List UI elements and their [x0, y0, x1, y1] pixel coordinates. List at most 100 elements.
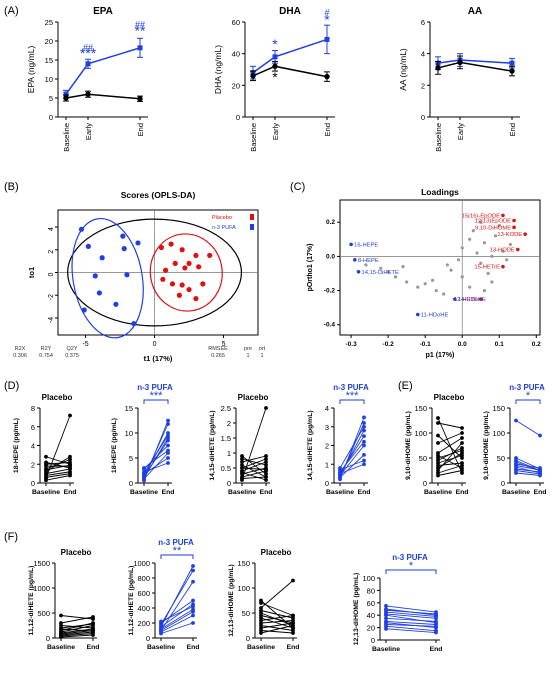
pair-point-baseline: [436, 456, 440, 460]
pair-line: [45, 456, 71, 465]
stats-header: R2Y: [41, 346, 52, 352]
pair-point-end: [434, 612, 438, 616]
x-tick-label: Baseline: [434, 123, 443, 152]
significance-mark: ##: [83, 43, 93, 53]
y-tick-label: 10: [45, 75, 53, 84]
score-point-n3: [85, 243, 91, 249]
score-point-placebo: [207, 252, 213, 259]
pair-line: [515, 463, 541, 469]
chart-d3: Placebo 0 0.5 1 1.5 2 2.5 14,15-diHETE (pg/mL) B…: [209, 393, 272, 496]
pair-line: [385, 628, 437, 634]
loading-point-unlabeled: [386, 270, 390, 274]
significance-bracket: [339, 399, 365, 404]
loading-label: 12(13)EpODE: [475, 219, 512, 225]
pair-line: [437, 450, 463, 459]
loading-point-unlabeled: [479, 220, 483, 224]
score-point-placebo: [176, 292, 182, 298]
loading-point-unlabeled: [471, 229, 475, 233]
y-tick-label: 15: [45, 56, 53, 65]
pair-line: [385, 625, 437, 632]
x-tick-label: Baseline: [228, 489, 256, 496]
pair-line: [260, 580, 294, 609]
pair-point-baseline: [436, 473, 440, 478]
pair-point-end: [291, 631, 295, 635]
data-point: [85, 91, 91, 97]
pair-point-end: [166, 436, 170, 440]
data-point: [137, 96, 143, 102]
pair-line: [260, 625, 294, 631]
loading-point-unlabeled: [393, 275, 398, 279]
pair-point-baseline: [240, 476, 244, 481]
loading-point-unlabeled: [445, 263, 450, 267]
x-tick-label: Baseline: [147, 644, 175, 651]
pair-line: [385, 609, 437, 615]
loading-point-unlabeled: [434, 288, 438, 293]
data-point: [250, 73, 256, 79]
pair-point-baseline: [436, 416, 440, 420]
x-tick-label: End: [323, 123, 332, 136]
y-tick-label: 4: [31, 442, 35, 451]
pair-point-end: [166, 448, 170, 453]
chart-title: n-3 PUFA: [509, 383, 545, 392]
loading-point-labeled: [512, 218, 516, 223]
score-point-placebo: [169, 281, 176, 287]
pair-line: [437, 455, 463, 464]
loading-point-labeled: [523, 232, 527, 236]
pair-point-baseline: [384, 608, 388, 613]
svg-text:(B): (B): [4, 181, 19, 193]
pair-line: [45, 461, 71, 469]
score-point-placebo: [193, 252, 199, 259]
chart-d1: Placebo 0 2 4 6 8 18-HEPE (pg/mL) Baseline End: [13, 393, 76, 496]
pair-line: [143, 437, 169, 479]
panel-label-f: (F): [4, 531, 18, 543]
pair-point-baseline: [259, 631, 263, 635]
y-tick-label: 25: [45, 18, 53, 27]
pair-line: [339, 454, 365, 478]
y-axis-label: 14,15-diHETE (pg/mL): [307, 410, 314, 480]
pair-point-end: [264, 457, 268, 461]
loading-point-unlabeled: [482, 288, 487, 293]
pair-point-baseline: [384, 612, 388, 616]
pair-point-end: [362, 434, 366, 439]
panel-label-a: (A): [4, 5, 19, 17]
score-point-n3: [131, 321, 137, 327]
loading-point-unlabeled: [449, 268, 453, 272]
score-point-n3: [135, 240, 141, 246]
y-tick-label: 0: [146, 634, 150, 643]
pair-line: [437, 422, 463, 429]
loading-label: 9,10-DiHOME: [475, 225, 511, 231]
pair-point-end: [460, 436, 464, 440]
pair-point-end: [434, 616, 438, 621]
pair-point-end: [264, 454, 268, 458]
y-tick-label: 50: [497, 454, 505, 463]
y-tick-label: 400: [137, 604, 150, 613]
x-tick-label: -0.1: [420, 341, 432, 348]
pair-line: [60, 633, 94, 637]
pair-line: [437, 470, 463, 476]
pair-point-end: [68, 466, 72, 470]
pair-point-end: [166, 461, 170, 465]
pair-line: [515, 470, 541, 475]
legend-swatch: [250, 224, 254, 230]
series-line-placebo: [437, 61, 513, 72]
data-point: [63, 95, 69, 101]
svg-text:(C): (C): [290, 181, 305, 193]
pair-point-end: [460, 463, 464, 468]
x-tick-label: Early: [271, 123, 280, 140]
loading-point-unlabeled: [475, 251, 479, 255]
pair-point-baseline: [240, 460, 244, 464]
y-tick-label: 60: [232, 18, 240, 27]
y-tick-label: 0.0: [326, 253, 335, 260]
score-point-placebo: [200, 281, 206, 287]
y-tick-label: 8: [31, 404, 35, 413]
loading-point-labeled: [415, 312, 420, 317]
y-tick-label: -4: [48, 317, 55, 323]
pair-line: [339, 426, 365, 469]
loading-label: 8-HEPE: [358, 258, 379, 264]
loading-label: 14-HDoHE: [458, 297, 486, 303]
pair-line: [385, 614, 437, 624]
loading-point-unlabeled: [401, 265, 405, 269]
loading-label: 15-HETrE: [474, 265, 500, 271]
pair-point-baseline: [240, 466, 244, 470]
